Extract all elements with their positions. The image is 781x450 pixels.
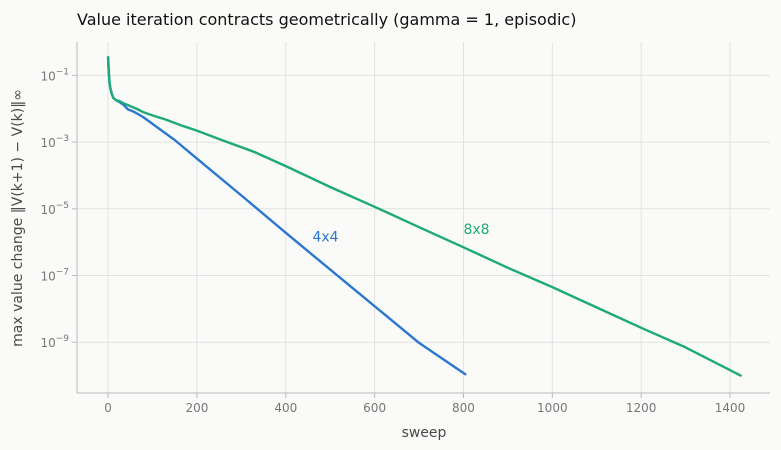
x-tick-label: 600 bbox=[363, 401, 386, 415]
chart-title: Value iteration contracts geometrically … bbox=[77, 10, 576, 29]
x-tick-label: 1400 bbox=[715, 401, 746, 415]
series-group: 4x4 8x8 bbox=[106, 56, 742, 377]
x-tick-label: 1000 bbox=[537, 401, 568, 415]
y-tick-label: 10−7 bbox=[40, 267, 69, 283]
y-tick-label: 10−3 bbox=[40, 134, 69, 150]
y-axis-label: max value change ‖V(k+1) − V(k)‖∞ bbox=[10, 89, 26, 347]
x-tick-label: 1200 bbox=[626, 401, 657, 415]
x-ticks: 0 200 400 600 800 1000 1200 1400 bbox=[104, 393, 745, 415]
axes bbox=[76, 42, 770, 394]
x-tick-label: 400 bbox=[274, 401, 297, 415]
y-tick-label: 10−1 bbox=[40, 67, 69, 83]
y-tick-label: 10−9 bbox=[40, 334, 69, 350]
series-label-8x8: 8x8 bbox=[463, 222, 489, 238]
x-tick-label: 800 bbox=[452, 401, 475, 415]
grid bbox=[77, 42, 770, 393]
y-ticks: 10−1 10−3 10−5 10−7 10−9 bbox=[40, 67, 77, 350]
x-axis-label: sweep bbox=[402, 425, 447, 441]
series-line-8x8 bbox=[106, 56, 742, 377]
series-line-4x4 bbox=[106, 56, 467, 376]
y-tick-label: 10−5 bbox=[40, 201, 69, 217]
x-tick-label: 200 bbox=[185, 401, 208, 415]
series-label-4x4: 4x4 bbox=[312, 229, 338, 245]
x-tick-label: 0 bbox=[104, 401, 112, 415]
